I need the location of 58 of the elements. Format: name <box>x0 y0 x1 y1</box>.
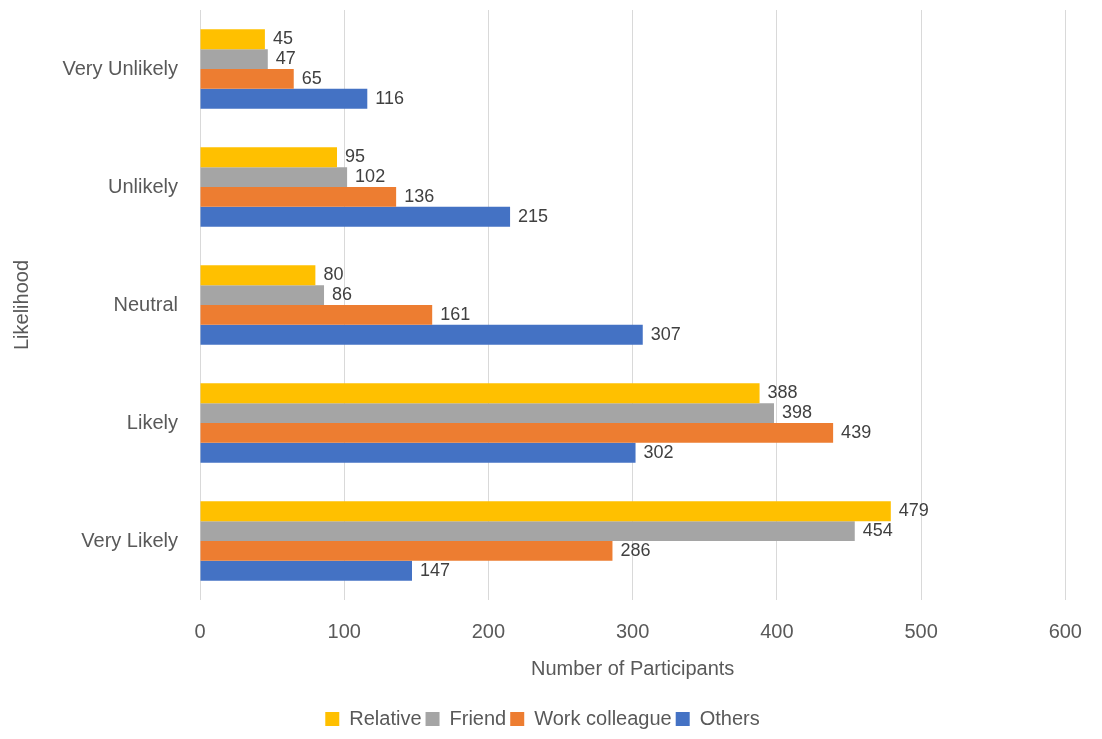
bar <box>200 187 397 207</box>
x-axis-title: Number of Participants <box>530 656 735 679</box>
data-label: 307 <box>650 323 681 344</box>
y-tick-label: Neutral <box>113 292 178 315</box>
bar <box>200 305 433 325</box>
data-label: 215 <box>518 205 549 226</box>
data-label: 102 <box>355 166 386 187</box>
data-label: 80 <box>323 264 344 285</box>
x-tick-label: 100 <box>327 619 361 642</box>
y-tick-label: Very Unlikely <box>62 56 178 79</box>
data-label: 161 <box>440 303 471 324</box>
bar <box>200 403 774 423</box>
data-label: 302 <box>643 441 674 462</box>
data-label: 86 <box>332 284 353 305</box>
y-tick-label: Very Likely <box>81 528 178 551</box>
x-tick-label: 600 <box>1048 619 1082 642</box>
bar <box>200 521 855 541</box>
bar <box>200 69 294 89</box>
bar <box>200 167 348 187</box>
x-tick-label: 500 <box>904 619 938 642</box>
bar <box>200 423 834 443</box>
legend-label: Work colleague <box>534 706 672 729</box>
legend-label: Friend <box>449 706 507 729</box>
x-tick-label: 300 <box>615 619 650 642</box>
legend-label: Relative <box>349 706 422 729</box>
data-label: 47 <box>275 48 296 69</box>
data-label: 286 <box>620 539 651 560</box>
bar <box>200 147 338 168</box>
data-label: 65 <box>301 67 322 88</box>
data-label: 398 <box>781 402 813 423</box>
bar <box>200 88 368 109</box>
data-label: 45 <box>272 28 293 49</box>
bar <box>200 501 891 522</box>
y-tick-label: Unlikely <box>107 174 178 197</box>
bar <box>200 29 265 50</box>
x-tick-label: 400 <box>760 619 794 642</box>
data-label: 479 <box>898 500 929 521</box>
y-tick-label: Likely <box>126 410 178 433</box>
bar <box>200 560 412 581</box>
data-label: 454 <box>862 520 893 541</box>
data-label: 147 <box>420 559 451 580</box>
x-tick-label: 0 <box>194 619 206 642</box>
bar <box>200 442 636 463</box>
bar <box>200 383 760 404</box>
x-tick-label: 200 <box>471 619 506 642</box>
bar <box>200 265 316 286</box>
data-label: 136 <box>404 185 435 206</box>
data-label: 116 <box>375 87 404 108</box>
bar <box>200 206 511 227</box>
bar <box>200 541 613 561</box>
bar <box>200 324 643 345</box>
y-axis-title: Likelihood <box>9 259 32 351</box>
data-label: 388 <box>767 382 798 403</box>
data-label: 95 <box>345 146 366 167</box>
bar <box>200 49 268 69</box>
legend-label: Others <box>699 706 760 729</box>
data-label: 439 <box>841 421 872 442</box>
bar <box>200 285 325 305</box>
